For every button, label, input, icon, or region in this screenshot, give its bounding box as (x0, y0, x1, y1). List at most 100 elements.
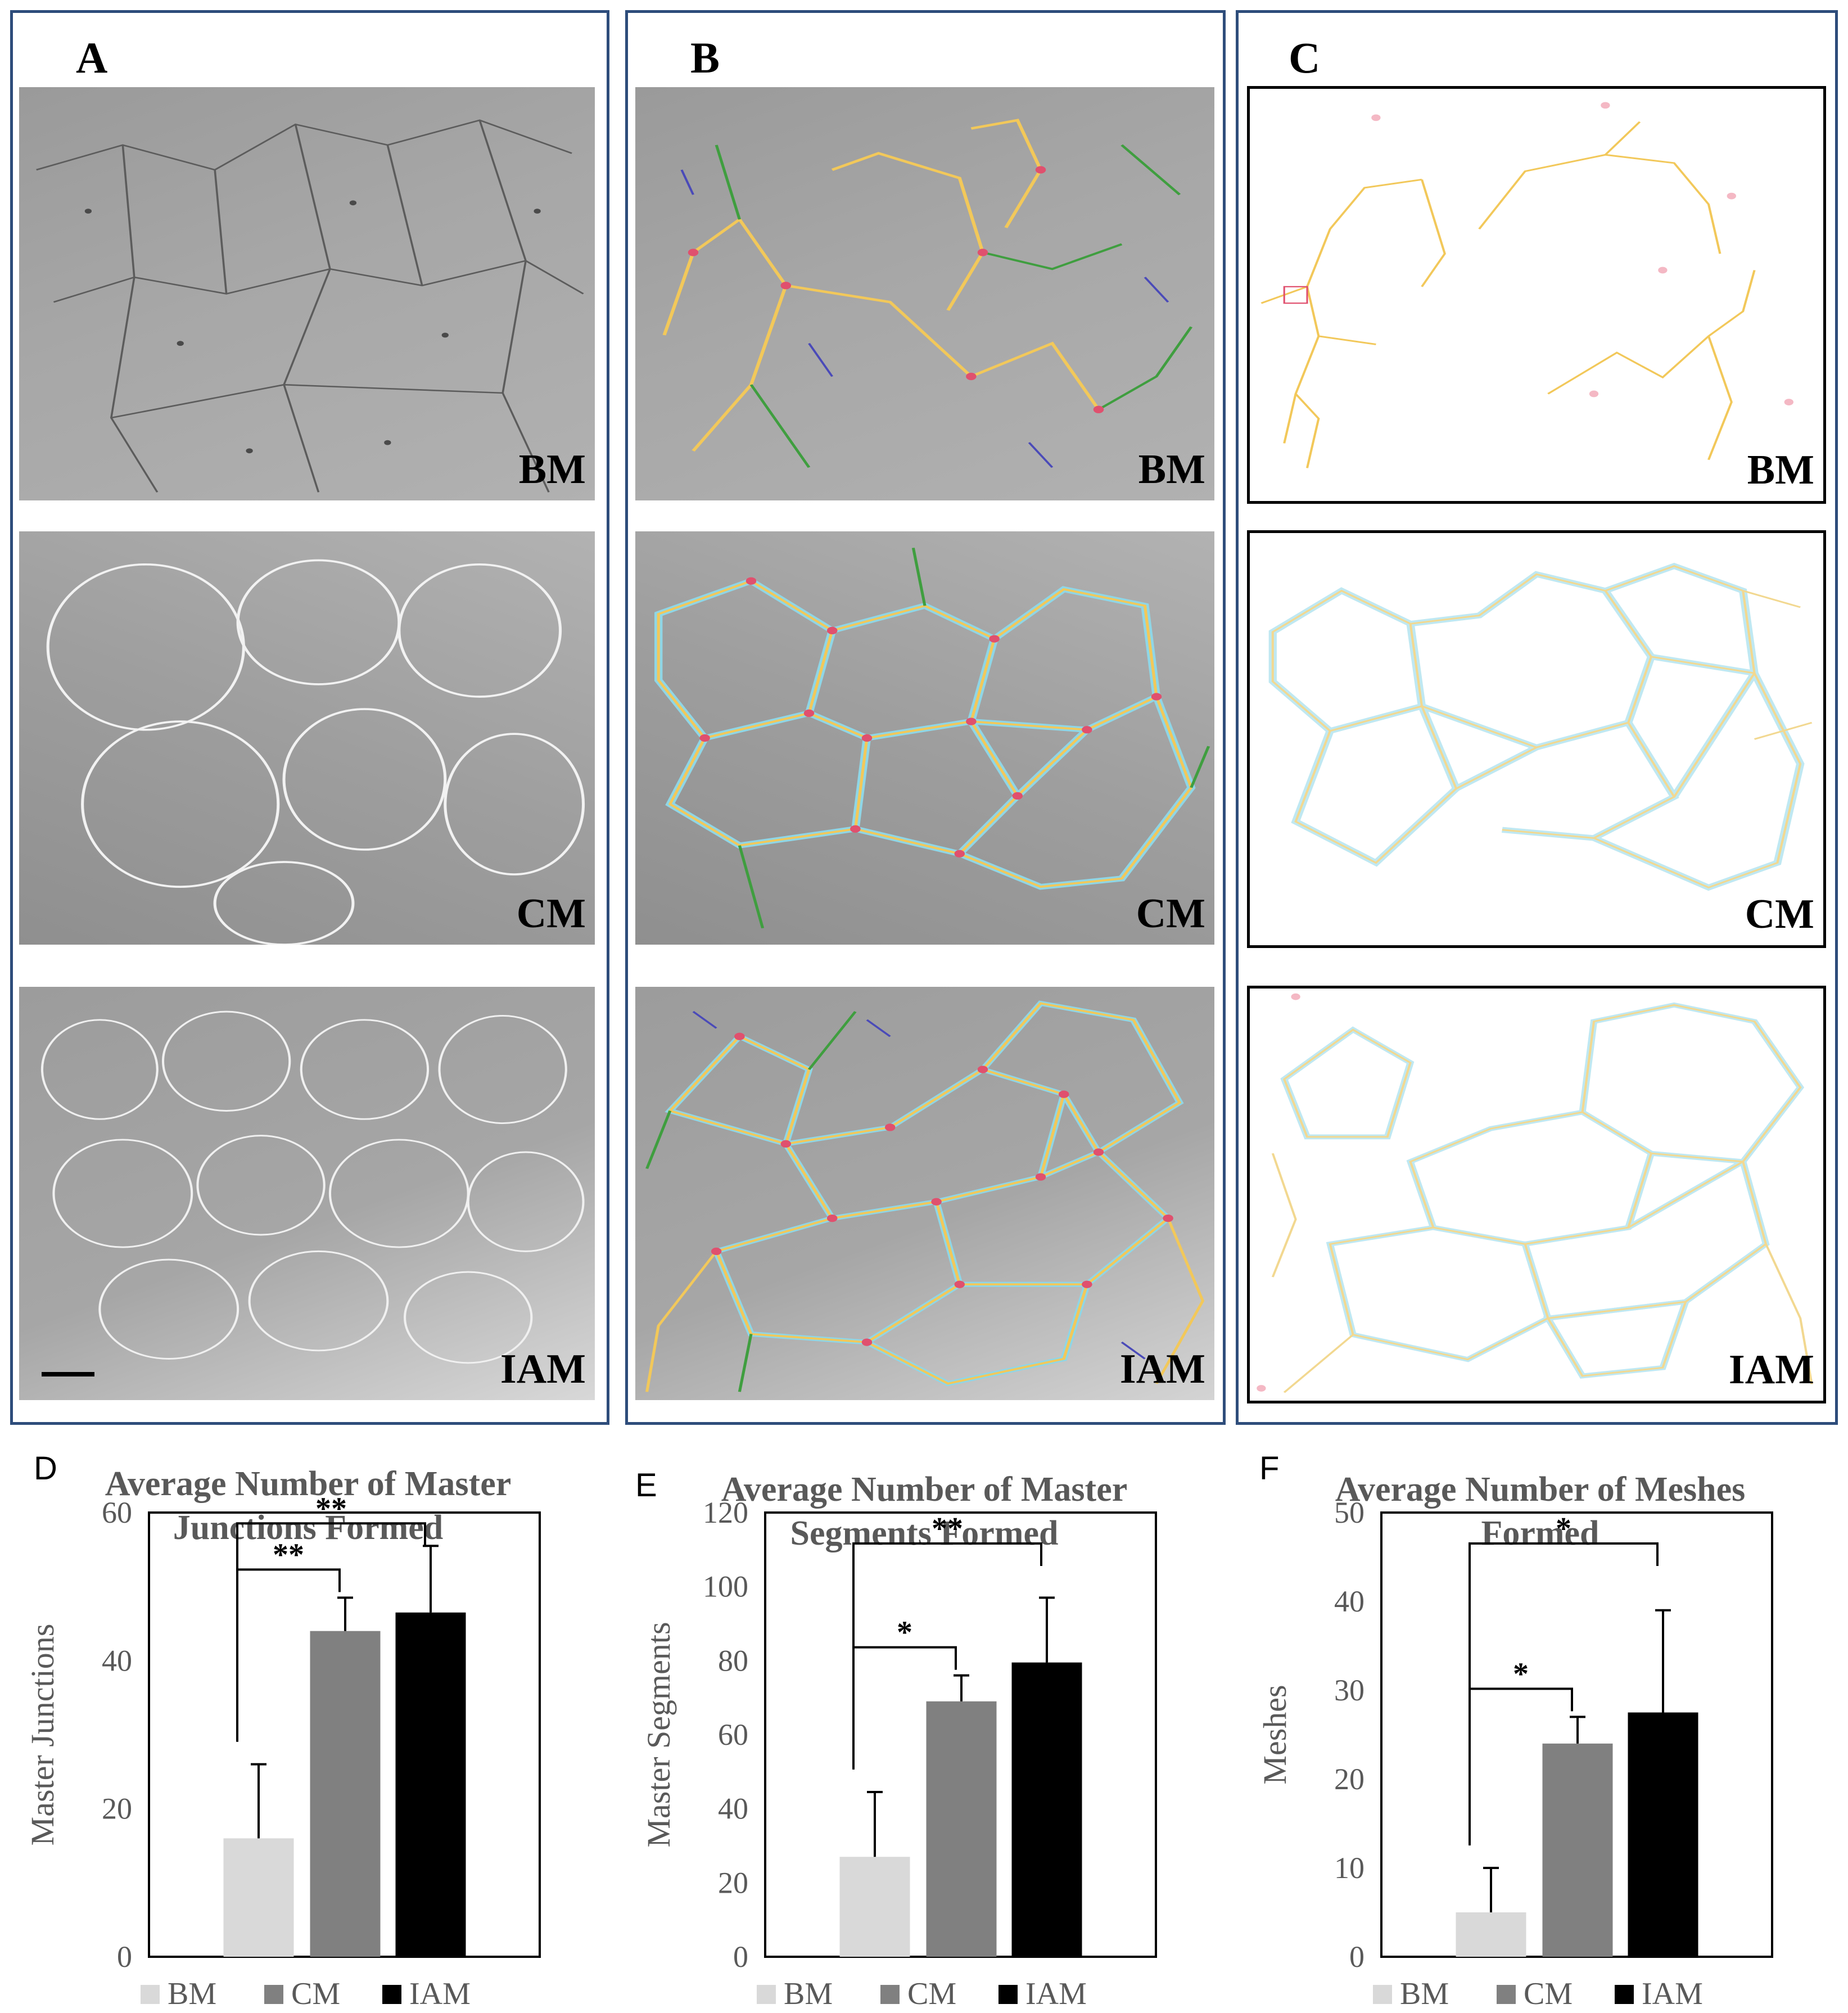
chart-title: Average Number of Meshes Formed (1232, 1468, 1848, 1555)
significance-bracket (236, 1522, 426, 1742)
legend-swatch-iam (998, 1985, 1018, 2004)
legend-label-cm: CM (907, 1976, 956, 2011)
legend-swatch-cm (1497, 1985, 1516, 2004)
analyzed-image-cm: CM (635, 531, 1214, 945)
skeleton-overlay-bm (1260, 102, 1793, 468)
chart-title-line-1: Average Number of Master (105, 1465, 512, 1503)
y-tick-label: 40 (718, 1792, 748, 1826)
significance-label: * (897, 1615, 912, 1650)
chart-title-line-2: Formed (1481, 1514, 1600, 1552)
micrograph-iam: IAM (19, 987, 595, 1400)
y-tick-label: 80 (718, 1644, 748, 1677)
y-tick-label: 40 (102, 1644, 132, 1677)
analysis-overlay-iam (645, 1000, 1205, 1392)
panel-a-letter: A (76, 33, 108, 82)
panel-b (625, 10, 1226, 1425)
row-label-cm: CM (1745, 891, 1814, 937)
y-tick-label: 40 (1334, 1585, 1364, 1618)
bar-chart-svg: 0 20 40 60 Master Junctions ** ** BM CM IAM (24, 1491, 541, 2011)
legend-label-bm: BM (784, 1976, 833, 2011)
panel-a (10, 10, 609, 1425)
panel-f-letter: F (1259, 1450, 1280, 1487)
y-tick-label: 60 (718, 1718, 748, 1752)
skeleton-overlay-iam (1257, 993, 1813, 1393)
micrograph-bm: BM (19, 87, 595, 500)
legend-label-cm: CM (1524, 1976, 1573, 2011)
significance-label: * (1556, 1511, 1571, 1546)
y-tick-label: 50 (1334, 1496, 1364, 1529)
chart-title-line-2: Junctions Formed (173, 1509, 444, 1547)
scale-bar (42, 1372, 94, 1376)
significance-label: ** (932, 1511, 963, 1546)
y-axis-label: Master Segments (640, 1622, 677, 1847)
significance-label: * (1513, 1657, 1529, 1691)
tube-network-cm (46, 559, 585, 945)
bar-iam (1628, 1712, 1698, 1957)
legend-swatch-bm (1373, 1985, 1392, 2004)
panel-e-letter: E (635, 1467, 657, 1504)
significance-label: ** (273, 1537, 304, 1572)
skeleton-overlay-cm (1268, 562, 1813, 891)
analyzed-image-bm: BM (635, 87, 1214, 500)
significance-bracket (1469, 1542, 1659, 1845)
bar-bm (223, 1838, 294, 1957)
legend-swatch-iam (1615, 1985, 1634, 2004)
legend-label-iam: IAM (1025, 1976, 1087, 2011)
y-tick-label: 120 (703, 1496, 748, 1529)
skeleton-cm: CM (1247, 530, 1826, 948)
y-tick-label: 20 (718, 1866, 748, 1899)
micrograph-cm: CM (19, 531, 595, 945)
bar-cm (310, 1631, 381, 1957)
chart-title-line-1: Average Number of Master (721, 1470, 1128, 1509)
chart-e: Average Number of Master Segments Formed… (616, 1462, 1232, 2013)
row-label-iam: IAM (1728, 1347, 1814, 1393)
row-label-bm: BM (518, 446, 586, 493)
analysis-overlay-cm (654, 548, 1210, 928)
y-tick-label: 20 (1334, 1762, 1364, 1796)
y-tick-label: 100 (703, 1570, 748, 1604)
chart-title: Average Number of Master Segments Formed (616, 1468, 1232, 1555)
legend-swatch-cm (880, 1985, 900, 2004)
bar-cm (926, 1701, 997, 1957)
significance-bracket (852, 1542, 1042, 1770)
row-label-cm: CM (516, 891, 586, 937)
y-axis-label: Meshes (1257, 1685, 1293, 1784)
legend-swatch-bm (757, 1985, 776, 2004)
bar-iam (1011, 1662, 1082, 1957)
panel-c-letter: C (1289, 33, 1321, 82)
row-label-cm: CM (1136, 891, 1205, 937)
panel-c (1236, 10, 1838, 1425)
tube-network-iam (40, 1010, 585, 1364)
bar-chart-svg: 0 10 20 30 40 50 Meshes * * BM CM IAM (1257, 1496, 1773, 2011)
row-label-iam: IAM (1119, 1346, 1205, 1392)
y-tick-label: 20 (102, 1792, 132, 1826)
chart-d: Average Number of Master Junctions Forme… (0, 1462, 616, 2013)
legend-swatch-cm (264, 1985, 283, 2004)
row-label-iam: IAM (500, 1346, 586, 1392)
y-tick-label: 10 (1334, 1851, 1364, 1885)
panel-d-letter: D (34, 1450, 57, 1487)
chart-title-line-1: Average Number of Meshes (1335, 1470, 1746, 1509)
legend-swatch-bm (141, 1985, 160, 2004)
skeleton-iam: IAM (1247, 986, 1826, 1403)
legend-label-bm: BM (1400, 1976, 1449, 2011)
row-label-bm: BM (1747, 447, 1814, 493)
y-tick-label: 60 (102, 1496, 132, 1529)
analyzed-image-iam: IAM (635, 987, 1214, 1400)
y-tick-label: 0 (733, 1940, 748, 1974)
bar-bm (839, 1857, 910, 1957)
skeleton-bm: BM (1247, 86, 1826, 504)
bar-iam (395, 1612, 466, 1957)
chart-title: Average Number of Master Junctions Forme… (0, 1462, 616, 1550)
y-tick-label: 30 (1334, 1673, 1364, 1707)
tube-network-bm (36, 119, 584, 493)
bar-cm (1542, 1743, 1613, 1957)
legend-label-iam: IAM (1642, 1976, 1703, 2011)
bar-bm (1456, 1912, 1526, 1957)
analysis-overlay-bm (662, 119, 1193, 468)
y-tick-label: 0 (1349, 1940, 1364, 1974)
chart-title-line-2: Segments Formed (790, 1514, 1059, 1552)
legend-label-cm: CM (291, 1976, 340, 2011)
panel-b-letter: B (690, 33, 720, 82)
